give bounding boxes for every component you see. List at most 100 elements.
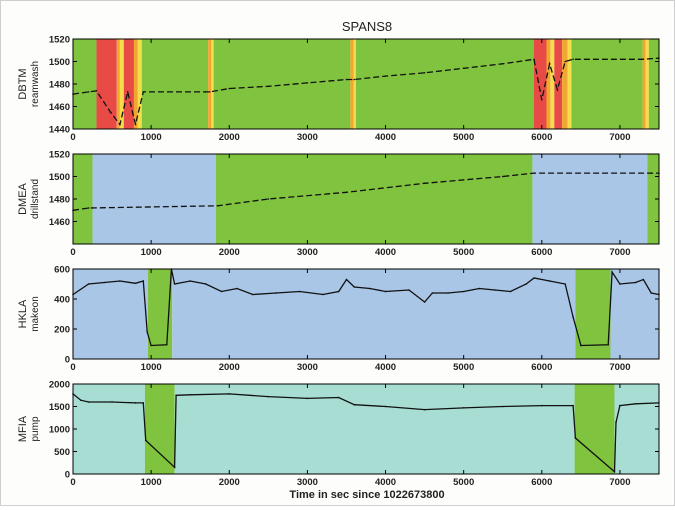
y-tick-label: 600 [54,265,70,276]
data-point [478,287,481,290]
x-tick-label: 2000 [219,247,240,258]
data-point [533,172,535,174]
data-point [142,91,145,93]
x-tick-label: 5000 [453,362,474,373]
data-point [345,78,348,81]
data-point [501,405,504,408]
x-tick-label: 1000 [141,477,162,488]
state-band [642,39,646,129]
y-axis-label: DBTM [17,68,29,99]
data-point [572,404,574,407]
y-axis-label: DMEA [17,182,29,214]
state-bands-mfia [73,384,659,474]
x-tick-label: 0 [70,477,75,488]
state-band [73,384,145,474]
state-band [647,154,659,244]
data-point [337,290,340,293]
data-point [189,394,191,396]
data-point [267,85,270,88]
x-tick-label: 3000 [297,132,318,143]
data-point [564,283,567,285]
y-tick-label: 1500 [49,172,70,183]
data-points-dbtm [72,57,660,126]
data-point [165,343,168,346]
data-point [494,289,496,291]
x-tick-label: 7000 [609,132,630,143]
y-tick-label: 1460 [49,102,70,113]
state-band [648,39,659,129]
data-point [111,401,113,403]
state-band [172,269,576,359]
x-tick-label: 2000 [219,362,240,373]
data-point [205,91,207,93]
x-tick-label: 6000 [531,477,552,488]
data-point [142,402,145,404]
data-point [345,278,348,281]
data-point [533,58,535,61]
data-point [146,331,149,333]
state-band [119,39,124,129]
data-point [251,293,254,296]
state-band [562,39,568,129]
y-tick-label: 1500 [49,402,70,413]
data-point [615,421,617,424]
data-point [87,91,90,93]
y-tick-label: 0 [65,470,70,481]
state-band [355,39,534,129]
x-tick-label: 0 [70,362,75,373]
state-band [571,39,643,129]
x-tick-label: 3000 [297,477,318,488]
x-tick-label: 7000 [609,477,630,488]
data-point [369,287,371,290]
data-point [556,88,559,91]
state-band [575,269,611,359]
state-band [532,154,648,244]
data-point [189,280,191,282]
state-band [546,39,551,129]
data-point [613,470,616,473]
data-point [173,466,176,469]
state-band [73,154,93,244]
data-point [619,404,621,407]
data-point [423,301,426,303]
x-tick-label: 6000 [531,132,552,143]
data-point [423,71,426,74]
y-axis-sublabel: reamwash [30,61,41,107]
state-band [645,39,649,129]
data-point [574,437,577,439]
data-point [423,408,426,411]
y-axis-label: MFIA [17,415,29,442]
data-point [173,283,176,285]
data-point [431,292,434,294]
data-point [306,82,309,84]
y-tick-label: 1500 [49,57,70,68]
state-band [350,39,354,129]
state-band [174,384,575,474]
state-band [123,39,134,129]
y-axis-sublabel: makeon [30,296,41,332]
data-point [87,207,90,209]
state-band [610,269,659,359]
data-point [408,289,410,291]
y-tick-label: 1520 [49,150,70,161]
state-bands-dbtm [73,39,659,129]
data-point [322,293,324,296]
x-tick-label: 2000 [219,477,240,488]
data-point [208,91,211,93]
x-tick-label: 0 [70,132,75,143]
data-point [236,287,238,290]
data-point [572,316,574,318]
data-point [119,280,121,282]
data-point [650,172,652,174]
y-tick-label: 1520 [49,35,70,46]
data-point [134,282,137,285]
panel-mfia: 0 500 1000 1500 2000 0 1000 2000 3000 4000 5000 600… [17,380,660,488]
data-point [642,58,645,61]
x-tick-label: 2000 [219,132,240,143]
x-tick-label: 4000 [375,247,396,258]
chart-title: SPANS8 [342,19,392,34]
data-point [642,278,645,281]
